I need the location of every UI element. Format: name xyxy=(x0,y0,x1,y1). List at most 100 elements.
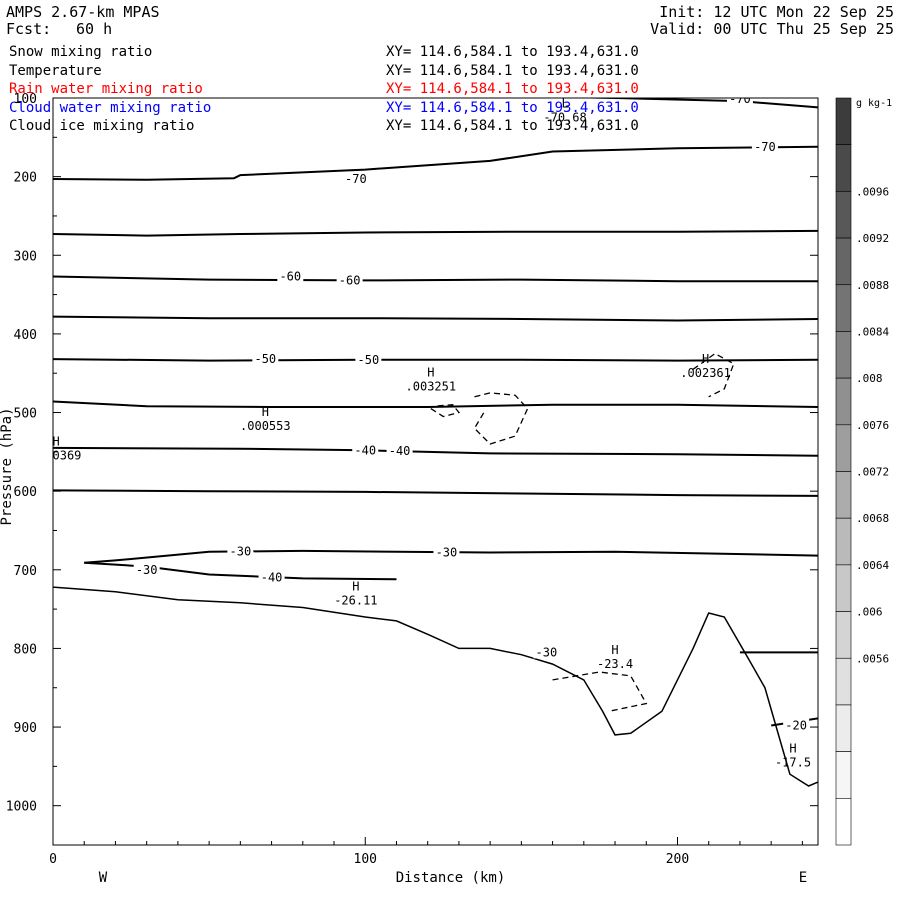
extremum-type: H xyxy=(611,643,618,657)
extremum-type: H xyxy=(352,579,359,593)
colorbar-swatch xyxy=(835,517,852,566)
colorbar-tick-label: .0072 xyxy=(856,466,889,479)
colorbar-swatch xyxy=(835,97,852,145)
isotherm-line xyxy=(53,229,818,237)
isotherm-line xyxy=(53,275,818,283)
model-title: AMPS 2.67-km MPAS xyxy=(6,3,160,21)
field-xy-snow: XY= 114.6,584.1 to 193.4,631.0 xyxy=(386,44,639,60)
colorbar-tick-label: .0092 xyxy=(856,232,889,245)
x-tick-label: 0 xyxy=(49,852,57,867)
isotherm-label: -60 xyxy=(339,273,361,287)
extremum-value: .002361 xyxy=(680,366,731,380)
y-tick-label: 900 xyxy=(14,721,37,736)
extremum-type: H xyxy=(789,741,796,755)
isotherm-label: -30 xyxy=(230,545,252,559)
y-axis-label: Pressure (hPa) xyxy=(0,407,15,525)
isotherm-label: -30 xyxy=(436,545,458,559)
field-name-temperature: Temperature xyxy=(9,63,102,79)
isotherm-line xyxy=(53,489,818,497)
field-xy-cloud-water: XY= 114.6,584.1 to 193.4,631.0 xyxy=(386,100,639,116)
colorbar-swatch xyxy=(835,751,852,799)
extremum-value: .000553 xyxy=(240,419,291,433)
isotherm-label: -20 xyxy=(785,718,807,732)
isotherm-label: -70 xyxy=(729,92,751,106)
isotherm-line xyxy=(53,400,818,408)
colorbar-tick-label: .0088 xyxy=(856,279,889,292)
colorbar-swatch xyxy=(835,564,852,612)
colorbar-swatch xyxy=(835,471,852,519)
colorbar-swatch xyxy=(835,611,852,659)
field-name-snow: Snow mixing ratio xyxy=(9,44,153,60)
y-tick-label: 700 xyxy=(14,564,37,579)
y-tick-label: 200 xyxy=(14,171,37,186)
field-name-rain: Rain water mixing ratio xyxy=(9,81,203,97)
west-label: W xyxy=(99,870,108,886)
axes: 100 200 300 400 500 600 700 800 900 1000 0 100 200 Di… xyxy=(0,92,819,886)
isotherm-label: -50 xyxy=(254,352,276,366)
y-tick-label: 600 xyxy=(14,485,37,500)
extremum-type: L xyxy=(561,97,568,111)
isotherm-line xyxy=(53,145,818,181)
contour-group: -70-70-70-60 -60-50 -50-40 -40-30 -30-30-40-… xyxy=(53,92,818,787)
extremum-value: -70.68 xyxy=(543,111,586,125)
terrain-line xyxy=(53,586,818,787)
colorbar-swatch xyxy=(835,377,852,426)
colorbar-tick-label: .0076 xyxy=(856,419,889,432)
isotherm-line xyxy=(53,446,818,457)
isotherm-line xyxy=(84,549,818,564)
mixing-ratio-contour xyxy=(552,671,648,712)
colorbar-swatch xyxy=(835,237,852,286)
extremum-value: .003251 xyxy=(406,380,457,394)
isotherm-label: -70 xyxy=(754,140,776,154)
colorbar-swatch xyxy=(835,657,852,706)
valid-time: Valid: 00 UTC Thu 25 Sep 25 xyxy=(650,20,894,38)
extremum-value: -17.5 xyxy=(775,755,811,769)
y-tick-label: 800 xyxy=(14,642,37,657)
isotherm-label: -50 xyxy=(358,353,380,367)
y-tick-label: 300 xyxy=(14,249,37,264)
colorbar-tick-label: .0084 xyxy=(856,325,889,338)
colorbar-swatch xyxy=(835,798,852,846)
x-tick-label: 200 xyxy=(666,852,689,867)
colorbar-swatch xyxy=(835,704,852,752)
east-label: E xyxy=(799,870,807,886)
colorbar-tick-label: .006 xyxy=(856,606,883,619)
isotherm-label: -60 xyxy=(279,269,301,283)
field-xy-temperature: XY= 114.6,584.1 to 193.4,631.0 xyxy=(386,63,639,79)
colorbar-unit: g kg-1 xyxy=(856,98,892,109)
field-xy-rain: XY= 114.6,584.1 to 193.4,631.0 xyxy=(386,81,639,97)
extremum-value: -26.11 xyxy=(334,593,377,607)
field-name-cloud-water: Cloud water mixing ratio xyxy=(9,100,212,116)
y-tick-label: 100 xyxy=(14,92,37,107)
mixing-ratio-contour xyxy=(430,404,461,418)
forecast-hour: 60 h xyxy=(76,20,113,38)
colorbar-tick-label: .0068 xyxy=(856,512,889,525)
extremum-type: H xyxy=(702,352,709,366)
extremum-type: H xyxy=(53,435,60,449)
isotherm-line xyxy=(53,315,818,322)
isotherm-line xyxy=(84,561,397,581)
field-name-cloud-ice: Cloud ice mixing ratio xyxy=(9,118,195,134)
extremum-value: -23.4 xyxy=(597,657,633,671)
y-tick-label: 1000 xyxy=(6,800,37,815)
colorbar-swatch xyxy=(835,284,852,332)
init-time: Init: 12 UTC Mon 22 Sep 25 xyxy=(659,3,894,21)
y-tick-label: 400 xyxy=(14,328,37,343)
isotherm-label: -70 xyxy=(345,172,367,186)
isotherm-label: -30 xyxy=(536,645,558,659)
colorbar-tick-label: .0064 xyxy=(856,559,889,572)
mixing-ratio-contour xyxy=(473,392,529,445)
extremum-type: H xyxy=(262,405,269,419)
plot-area: -70-70-70-60 -60-50 -50-40 -40-30 -30-30-40-… xyxy=(53,92,818,787)
forecast-label: Fcst: xyxy=(6,20,52,38)
colorbar-tick-label: .008 xyxy=(856,372,883,385)
colorbar-tick-label: .0056 xyxy=(856,652,889,665)
isotherm-line xyxy=(562,98,818,109)
isotherm-label: -40 xyxy=(261,571,283,585)
isotherm-label: -40 xyxy=(389,444,411,458)
colorbar-swatch xyxy=(835,191,852,239)
isotherm-label: -30 xyxy=(136,563,158,577)
colorbar-swatch xyxy=(835,424,852,472)
extremum-type: H xyxy=(427,366,434,380)
